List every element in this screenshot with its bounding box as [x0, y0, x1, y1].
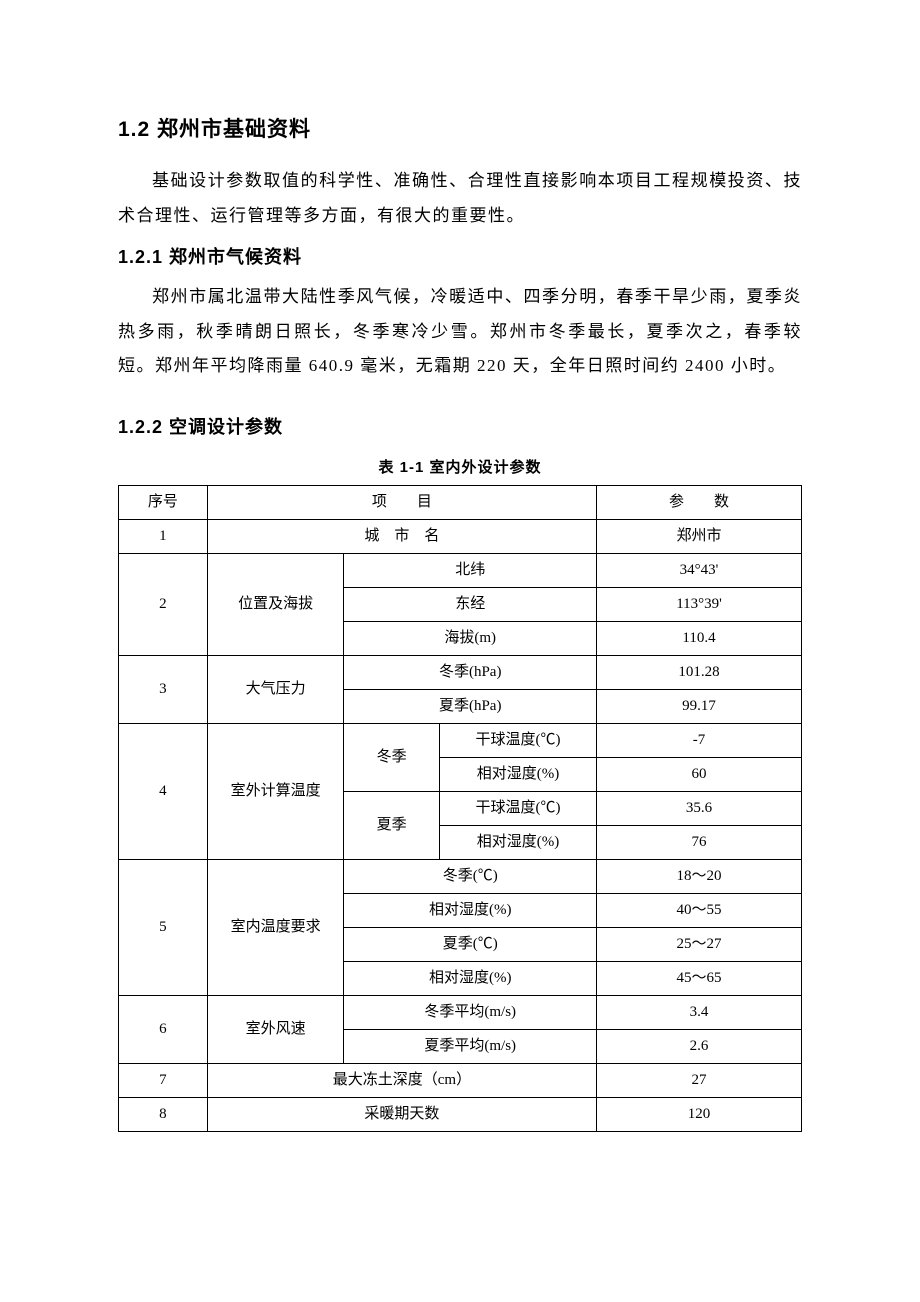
design-parameters-table: 序号 项 目 参 数 1 城 市 名 郑州市 2 位置及海拔 北纬 34°43'…: [118, 485, 802, 1132]
header-item: 项 目: [207, 485, 596, 519]
table-row: 4 室外计算温度 冬季 干球温度(℃) -7: [119, 723, 802, 757]
row-item: 夏季平均(m/s): [344, 1029, 597, 1063]
row-num: 7: [119, 1063, 208, 1097]
row-item: 东经: [344, 587, 597, 621]
table-row: 8 采暖期天数 120: [119, 1097, 802, 1131]
row-item: 相对湿度(%): [344, 893, 597, 927]
row-val: 45～65: [597, 961, 802, 995]
row-val: -7: [597, 723, 802, 757]
row-val: 101.28: [597, 655, 802, 689]
row-item: 北纬: [344, 553, 597, 587]
table-row: 7 最大冻土深度（cm） 27: [119, 1063, 802, 1097]
table-row: 1 城 市 名 郑州市: [119, 519, 802, 553]
row-category: 位置及海拔: [207, 553, 344, 655]
row-item: 干球温度(℃): [439, 791, 596, 825]
row-num: 8: [119, 1097, 208, 1131]
row-val: 76: [597, 825, 802, 859]
row-item: 城 市 名: [207, 519, 596, 553]
row-item: 夏季(℃): [344, 927, 597, 961]
row-item: 冬季(℃): [344, 859, 597, 893]
row-num: 6: [119, 995, 208, 1063]
row-item: 夏季(hPa): [344, 689, 597, 723]
row-val: 113°39': [597, 587, 802, 621]
row-val: 120: [597, 1097, 802, 1131]
header-num: 序号: [119, 485, 208, 519]
table-row: 6 室外风速 冬季平均(m/s) 3.4: [119, 995, 802, 1029]
row-item: 相对湿度(%): [439, 757, 596, 791]
row-num: 2: [119, 553, 208, 655]
row-val: 40～55: [597, 893, 802, 927]
row-val: 110.4: [597, 621, 802, 655]
header-param: 参 数: [597, 485, 802, 519]
paragraph-climate: 郑州市属北温带大陆性季风气候，冷暖适中、四季分明，春季干旱少雨，夏季炎热多雨，秋…: [118, 280, 802, 385]
row-val: 18～20: [597, 859, 802, 893]
row-category: 室内温度要求: [207, 859, 344, 995]
table-row: 3 大气压力 冬季(hPa) 101.28: [119, 655, 802, 689]
row-num: 3: [119, 655, 208, 723]
row-val: 3.4: [597, 995, 802, 1029]
heading-1-2-2: 1.2.2 空调设计参数: [118, 410, 802, 444]
row-item: 海拔(m): [344, 621, 597, 655]
row-num: 4: [119, 723, 208, 859]
row-category: 室外计算温度: [207, 723, 344, 859]
row-category: 室外风速: [207, 995, 344, 1063]
row-num: 1: [119, 519, 208, 553]
table-header-row: 序号 项 目 参 数: [119, 485, 802, 519]
row-val: 27: [597, 1063, 802, 1097]
row-val: 25～27: [597, 927, 802, 961]
row-val: 99.17: [597, 689, 802, 723]
row-item: 冬季(hPa): [344, 655, 597, 689]
row-val: 60: [597, 757, 802, 791]
row-val: 34°43': [597, 553, 802, 587]
row-item: 采暖期天数: [207, 1097, 596, 1131]
row-val: 郑州市: [597, 519, 802, 553]
row-season: 冬季: [344, 723, 440, 791]
row-val: 35.6: [597, 791, 802, 825]
section-1-2-2: 1.2.2 空调设计参数 表 1-1 室内外设计参数 序号 项 目 参 数 1 …: [118, 410, 802, 1132]
table-row: 2 位置及海拔 北纬 34°43': [119, 553, 802, 587]
row-item: 相对湿度(%): [439, 825, 596, 859]
row-item: 最大冻土深度（cm）: [207, 1063, 596, 1097]
heading-1-2-1: 1.2.1 郑州市气候资料: [118, 240, 802, 274]
section-1-2: 1.2 郑州市基础资料 基础设计参数取值的科学性、准确性、合理性直接影响本项目工…: [118, 110, 802, 234]
section-1-2-1: 1.2.1 郑州市气候资料 郑州市属北温带大陆性季风气候，冷暖适中、四季分明，春…: [118, 240, 802, 385]
row-category: 大气压力: [207, 655, 344, 723]
heading-1-2: 1.2 郑州市基础资料: [118, 110, 802, 150]
row-val: 2.6: [597, 1029, 802, 1063]
row-num: 5: [119, 859, 208, 995]
table-caption: 表 1-1 室内外设计参数: [118, 454, 802, 483]
row-item: 相对湿度(%): [344, 961, 597, 995]
row-item: 冬季平均(m/s): [344, 995, 597, 1029]
paragraph-intro: 基础设计参数取值的科学性、准确性、合理性直接影响本项目工程规模投资、技术合理性、…: [118, 164, 802, 234]
row-item: 干球温度(℃): [439, 723, 596, 757]
row-season: 夏季: [344, 791, 440, 859]
table-row: 5 室内温度要求 冬季(℃) 18～20: [119, 859, 802, 893]
